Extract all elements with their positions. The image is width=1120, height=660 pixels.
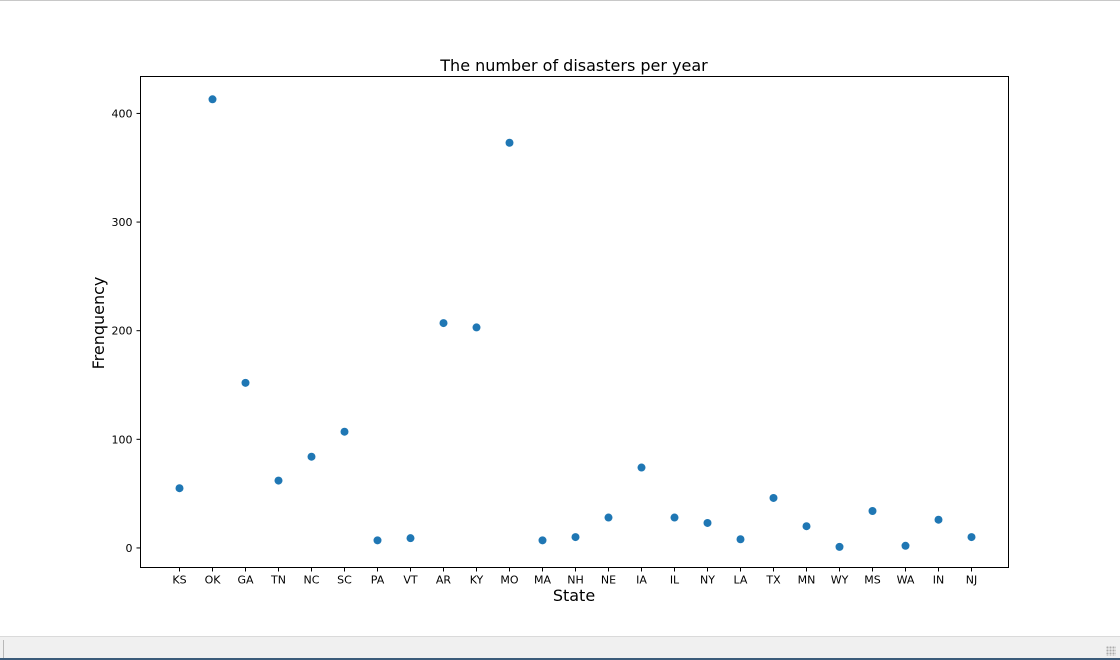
x-tick-label: MN	[798, 574, 816, 587]
data-point-pa	[373, 536, 382, 545]
data-point-ia	[637, 463, 646, 472]
data-points	[175, 95, 976, 551]
y-tick-label: 400	[112, 107, 133, 120]
y-tick-label: 0	[126, 542, 133, 555]
data-point-nj	[967, 533, 976, 542]
resize-grip-icon[interactable]	[1106, 646, 1116, 656]
taskbar-edge	[0, 658, 1120, 660]
x-tick-label: MS	[864, 574, 880, 587]
x-tick-label: SC	[337, 574, 352, 587]
x-tick-label: TN	[270, 574, 286, 587]
x-tick-label: WA	[897, 574, 915, 587]
data-point-ks	[175, 484, 184, 493]
y-axis-ticks: 0 100 200 300 400	[112, 107, 141, 555]
x-tick-label: KY	[470, 574, 484, 587]
data-point-nc	[307, 452, 316, 461]
data-point-ga	[241, 378, 250, 387]
data-point-mo	[505, 138, 514, 147]
window-top-border	[0, 0, 1120, 1]
x-tick-label: TX	[765, 574, 781, 587]
x-tick-label: NH	[567, 574, 584, 587]
data-point-ma	[538, 536, 547, 545]
x-tick-label: IL	[670, 574, 680, 587]
data-point-in	[934, 515, 943, 524]
data-point-ms	[868, 507, 877, 516]
x-tick-label: KS	[172, 574, 186, 587]
data-point-vt	[406, 534, 415, 543]
x-tick-label: GA	[237, 574, 254, 587]
chart-title: The number of disasters per year	[439, 56, 708, 75]
data-point-tn	[274, 476, 283, 485]
data-point-ne	[604, 513, 613, 522]
data-point-ok	[208, 95, 217, 104]
x-tick-label: AR	[436, 574, 452, 587]
x-tick-label: IA	[636, 574, 647, 587]
data-point-wy	[835, 542, 844, 551]
plot-frame	[140, 76, 1009, 568]
x-tick-label: OK	[205, 574, 222, 587]
y-tick-label: 200	[112, 325, 133, 338]
x-tick-label: NE	[601, 574, 616, 587]
y-axis-label: Frenquency	[89, 277, 108, 370]
data-point-ny	[703, 518, 712, 527]
data-point-tx	[769, 493, 778, 502]
data-point-ky	[472, 323, 481, 332]
status-bar	[0, 636, 1120, 660]
x-tick-label: PA	[371, 574, 385, 587]
x-tick-label: NY	[700, 574, 715, 587]
data-point-sc	[340, 427, 349, 436]
y-tick-label: 300	[112, 216, 133, 229]
x-tick-label: WY	[831, 574, 849, 587]
data-point-la	[736, 535, 745, 544]
x-tick-label: NJ	[966, 574, 977, 587]
scatter-chart: KS OK GA TN NC SC PA VT AR KY MO MA NH NE IA IL NY LA TX MN…	[89, 56, 1009, 605]
status-bar-separator	[3, 640, 4, 658]
x-tick-label: NC	[304, 574, 320, 587]
data-point-il	[670, 513, 679, 522]
x-axis-ticks: KS OK GA TN NC SC PA VT AR KY MO MA NH NE IA IL NY LA TX MN…	[172, 567, 977, 587]
data-point-wa	[901, 541, 910, 550]
data-point-mn	[802, 522, 811, 531]
x-tick-label: IN	[933, 574, 944, 587]
x-tick-label: MA	[534, 574, 551, 587]
x-tick-label: MO	[500, 574, 518, 587]
data-point-nh	[571, 533, 580, 542]
x-tick-label: VT	[403, 574, 418, 587]
y-tick-label: 100	[112, 433, 133, 446]
data-point-ar	[439, 319, 448, 328]
x-axis-label: State	[553, 586, 595, 605]
x-tick-label: LA	[734, 574, 748, 587]
